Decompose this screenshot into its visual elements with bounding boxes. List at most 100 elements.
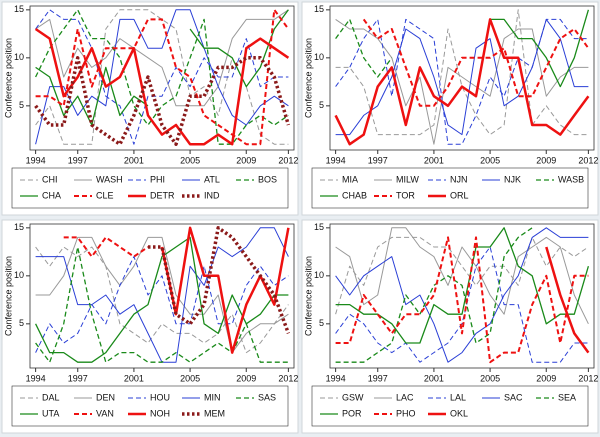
x-tick-label: 2001 [124,373,144,383]
y-tick-label: 5 [319,100,324,110]
x-tick-label: 1994 [326,373,346,383]
legend-label: CHI [42,174,58,184]
series-line [335,227,589,325]
y-axis-label: Conference position [303,256,313,336]
y-tick-label: 15 [14,4,24,14]
legend-label: SAS [258,392,276,402]
series-line [34,27,290,146]
x-tick-label: 2012 [578,373,598,383]
y-tick-label: 15 [14,222,24,232]
y-tick-label: 15 [314,4,324,14]
x-tick-label: 2005 [480,155,500,165]
legend-label: CHA [42,190,61,200]
legend-label: IND [204,190,220,200]
x-tick-label: 2012 [578,155,598,165]
x-tick-label: 2005 [180,373,200,383]
y-tick-label: 15 [314,222,324,232]
y-axis-label: Conference position [303,38,313,118]
legend-label: PHO [396,408,416,418]
x-tick-label: 2001 [124,155,144,165]
series-line [362,18,590,107]
legend-label: LAC [396,392,414,402]
y-tick-label: 5 [319,318,324,328]
panel: 5 10 15 1994 1997 2001 2005 2009 2012 Conference … [1,1,299,216]
series-line [545,246,590,354]
series-line [335,227,590,344]
legend-label: MIA [342,174,358,184]
legend-label: OKL [450,408,468,418]
legend-label: HOU [150,392,170,402]
series-line [335,227,533,363]
series-line [35,8,290,146]
legend-label: GSW [342,392,364,402]
legend-label: MILW [396,174,419,184]
panel: 5 10 15 1994 1997 2001 2005 2009 2012 Conference … [301,219,599,434]
x-tick-label: 2012 [278,373,298,383]
series-line [335,18,393,78]
series-line [35,236,289,354]
x-tick-label: 2009 [536,155,556,165]
x-tick-label: 2005 [180,155,200,165]
legend-label: POR [342,408,362,418]
series-line [35,246,289,354]
series-line [334,18,590,146]
x-tick-label: 1997 [68,373,88,383]
legend-label: CHAB [342,190,367,200]
legend-label: LAL [450,392,466,402]
x-tick-label: 1997 [68,155,88,165]
x-tick-label: 2001 [424,155,444,165]
x-tick-label: 2009 [536,373,556,383]
y-tick-label: 5 [19,100,24,110]
x-tick-label: 1997 [368,155,388,165]
series-line [335,236,589,315]
y-tick-label: 10 [314,52,324,62]
series-line [35,9,289,107]
series-line [335,227,589,363]
legend-label: SAC [504,392,523,402]
legend-label: BOS [258,174,277,184]
legend-label: WASH [96,174,123,184]
legend-label: VAN [96,408,114,418]
x-tick-label: 1997 [368,373,388,383]
x-tick-label: 1994 [26,155,46,165]
x-tick-label: 2005 [480,373,500,383]
y-axis-label: Conference position [3,38,13,118]
series-line [35,236,289,363]
legend-box [11,167,289,209]
series-line [490,9,590,88]
series-line [335,246,589,363]
y-tick-label: 10 [14,52,24,62]
legend-box [11,385,289,427]
series-line [335,9,589,136]
series-line [160,226,290,354]
series-line [335,18,589,145]
x-tick-label: 2009 [236,373,256,383]
legend-label: MEM [204,408,225,418]
legend-label: WASB [558,174,584,184]
y-tick-label: 10 [314,270,324,280]
y-axis-label: Conference position [3,256,13,336]
series-line [148,226,291,335]
legend-label: ORL [450,190,469,200]
legend-label: NOH [150,408,170,418]
x-tick-label: 2001 [424,373,444,383]
x-tick-label: 2009 [236,155,256,165]
legend-label: NJK [504,174,521,184]
legend-label: NJN [450,174,468,184]
series-line [35,9,289,145]
series-line [35,256,289,353]
legend-label: ATL [204,174,220,184]
series-line [335,236,589,364]
series-line [35,9,289,145]
legend-label: PHI [150,174,165,184]
legend-label: TOR [396,190,415,200]
legend-label: DAL [42,392,60,402]
plot-area [329,223,595,369]
legend-label: UTA [42,408,59,418]
legend-label: DETR [150,190,175,200]
legend-box [311,385,589,427]
legend-label: DEN [96,392,115,402]
series-line [335,18,589,136]
legend-label: MIN [204,392,221,402]
